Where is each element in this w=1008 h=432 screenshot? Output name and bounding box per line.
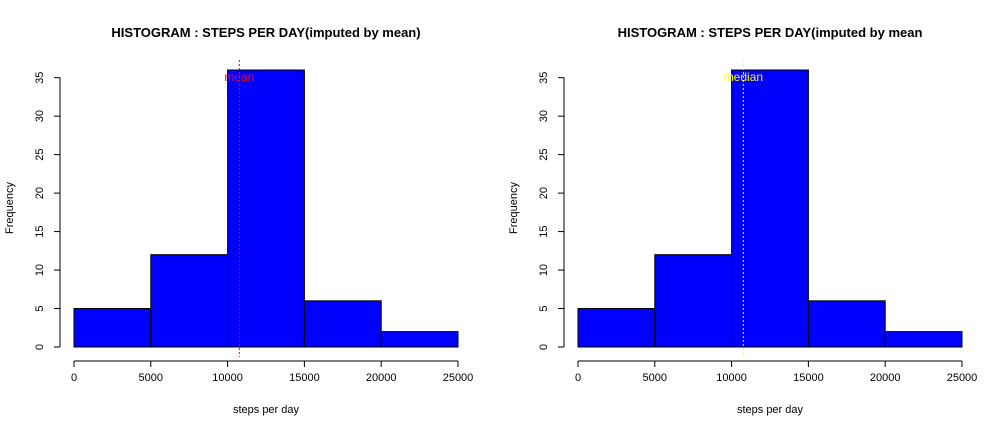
reference-line: median: [724, 60, 763, 357]
x-tick-label: 20000: [870, 372, 901, 384]
x-tick-label: 5000: [139, 372, 163, 384]
y-tick-label: 10: [34, 264, 46, 276]
histogram-panel-mean: HISTOGRAM : STEPS PER DAY(imputed by mea…: [4, 25, 473, 416]
histogram-bar: [577, 308, 656, 348]
histogram-panel-median: HISTOGRAM : STEPS PER DAY(imputed by mea…: [508, 25, 977, 416]
histogram-bar: [303, 300, 382, 348]
y-axis: 0 5 10 15 20 25 30 35: [538, 72, 565, 350]
x-axis-label: steps per day: [737, 404, 804, 416]
y-tick-label: 35: [34, 72, 46, 84]
x-tick-label: 15000: [289, 372, 320, 384]
x-tick-label: 15000: [793, 372, 824, 384]
y-tick-label: 30: [538, 110, 550, 122]
y-axis-label: Frequency: [508, 182, 520, 234]
x-tick-label: 25000: [947, 372, 978, 384]
x-tick-label: 20000: [366, 372, 397, 384]
y-tick-label: 0: [538, 344, 550, 350]
x-tick-label: 0: [575, 372, 581, 384]
x-tick-label: 0: [71, 372, 77, 384]
histogram-bar: [731, 69, 809, 348]
histogram-bar: [884, 331, 963, 348]
x-axis: 0 5000 10000 15000 20000 25000: [575, 360, 978, 384]
y-tick-label: 30: [34, 110, 46, 122]
chart-title: HISTOGRAM : STEPS PER DAY(imputed by mea…: [618, 25, 923, 40]
y-tick-label: 15: [538, 225, 550, 237]
y-axis: 0 5 10 15 20 25 30 35: [34, 72, 61, 350]
x-tick-label: 10000: [716, 372, 747, 384]
y-tick-label: 5: [538, 305, 550, 311]
y-tick-label: 20: [538, 187, 550, 199]
histogram-bar: [380, 331, 459, 348]
reference-line-label: mean: [224, 70, 254, 84]
histogram-bar: [227, 69, 305, 348]
bars: [73, 69, 459, 348]
y-tick-label: 25: [34, 149, 46, 161]
chart-title: HISTOGRAM : STEPS PER DAY(imputed by mea…: [111, 25, 420, 40]
x-tick-label: 25000: [443, 372, 474, 384]
x-tick-label: 5000: [643, 372, 667, 384]
x-axis: 0 5000 10000 15000 20000 25000: [71, 360, 474, 384]
reference-line-label: median: [724, 70, 763, 84]
y-tick-label: 20: [34, 187, 46, 199]
y-tick-label: 15: [34, 225, 46, 237]
y-tick-label: 25: [538, 149, 550, 161]
bars: [577, 69, 963, 348]
y-axis-label: Frequency: [4, 182, 16, 234]
y-tick-label: 0: [34, 344, 46, 350]
y-tick-label: 5: [34, 305, 46, 311]
reference-line: mean: [224, 60, 254, 357]
histogram-bar: [807, 300, 886, 348]
x-tick-label: 10000: [212, 372, 243, 384]
histogram-bar: [654, 254, 733, 348]
histogram-bar: [73, 308, 152, 348]
y-tick-label: 35: [538, 72, 550, 84]
y-tick-label: 10: [538, 264, 550, 276]
histogram-bar: [150, 254, 229, 348]
x-axis-label: steps per day: [233, 404, 300, 416]
